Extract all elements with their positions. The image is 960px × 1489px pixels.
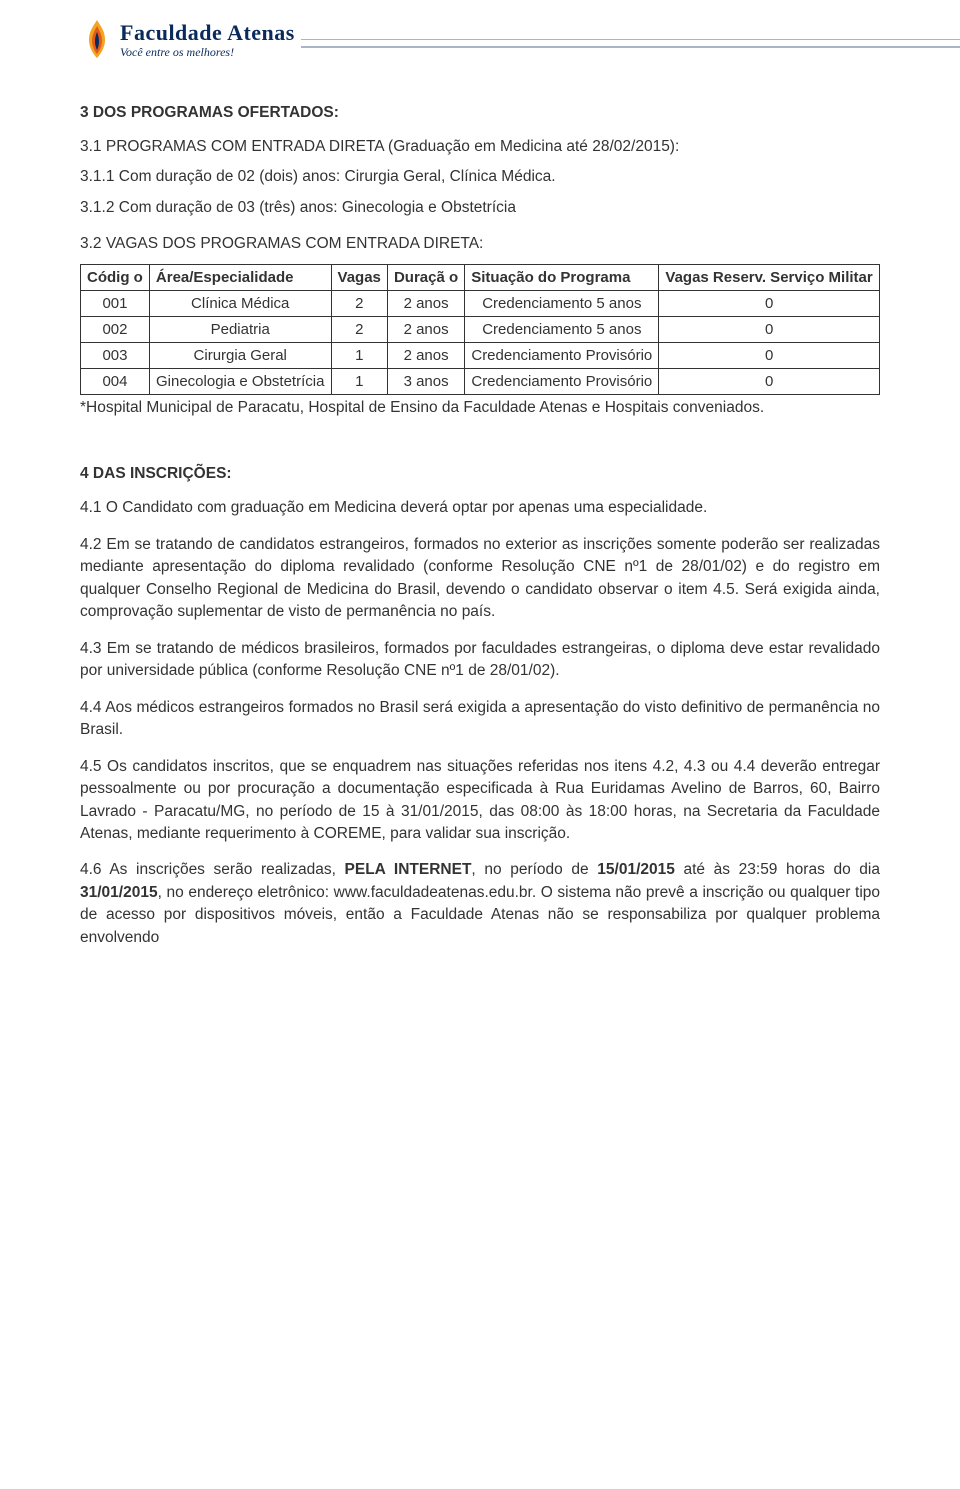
paragraph-4-1: 4.1 O Candidato com graduação em Medicin… [80,497,880,519]
th-codigo: Códig o [81,264,150,290]
paragraph-4-6: 4.6 As inscrições serão realizadas, PELA… [80,859,880,949]
header-rule [301,33,960,48]
cell-situacao: Credenciamento Provisório [465,368,659,394]
table-row: 004Ginecologia e Obstetrícia13 anosCrede… [81,368,880,394]
cell-area: Pediatria [149,316,331,342]
logo-title: Faculdade Atenas [120,22,295,44]
page-header: Faculdade Atenas Você entre os melhores! [0,0,960,70]
table-header-row: Códig o Área/Especialidade Vagas Duraçã … [81,264,880,290]
logo-text: Faculdade Atenas Você entre os melhores! [120,22,295,58]
paragraph-3-2: 3.2 VAGAS DOS PROGRAMAS COM ENTRADA DIRE… [80,233,880,255]
p46-mid2: até às 23:59 horas do dia [675,861,880,878]
paragraph-4-5: 4.5 Os candidatos inscritos, que se enqu… [80,756,880,846]
logo: Faculdade Atenas Você entre os melhores! [80,18,295,62]
cell-duracao: 2 anos [387,290,464,316]
th-vagas: Vagas [331,264,387,290]
cell-situacao: Credenciamento 5 anos [465,316,659,342]
th-situacao: Situação do Programa [465,264,659,290]
th-duracao: Duraçã o [387,264,464,290]
cell-vagas: 2 [331,290,387,316]
cell-area: Cirurgia Geral [149,342,331,368]
paragraph-4-3: 4.3 Em se tratando de médicos brasileiro… [80,638,880,683]
cell-vagas: 2 [331,316,387,342]
cell-reserv: 0 [659,342,880,368]
logo-subtitle: Você entre os melhores! [120,46,295,58]
th-reserv: Vagas Reserv. Serviço Militar [659,264,880,290]
cell-situacao: Credenciamento Provisório [465,342,659,368]
paragraph-4-4: 4.4 Aos médicos estrangeiros formados no… [80,697,880,742]
cell-codigo: 002 [81,316,150,342]
paragraph-3-1: 3.1 PROGRAMAS COM ENTRADA DIRETA (Gradua… [80,136,880,158]
document-body: 3 DOS PROGRAMAS OFERTADOS: 3.1 PROGRAMAS… [0,104,960,1003]
th-area: Área/Especialidade [149,264,331,290]
p46-bold-2: 15/01/2015 [597,861,675,878]
cell-duracao: 2 anos [387,316,464,342]
paragraph-3-1-1: 3.1.1 Com duração de 02 (dois) anos: Cir… [80,166,880,188]
cell-area: Clínica Médica [149,290,331,316]
section-4-title: 4 DAS INSCRIÇÕES: [80,465,880,483]
table-row: 002Pediatria22 anosCredenciamento 5 anos… [81,316,880,342]
cell-area: Ginecologia e Obstetrícia [149,368,331,394]
p46-bold-3: 31/01/2015 [80,884,158,901]
flame-icon [80,18,114,62]
p46-pre: 4.6 As inscrições serão realizadas, [80,861,345,878]
cell-reserv: 0 [659,368,880,394]
paragraph-4-2: 4.2 Em se tratando de candidatos estrang… [80,534,880,624]
cell-situacao: Credenciamento 5 anos [465,290,659,316]
cell-duracao: 2 anos [387,342,464,368]
cell-codigo: 001 [81,290,150,316]
p46-post: , no endereço eletrônico: www.faculdadea… [80,884,880,946]
table-row: 001Clínica Médica22 anosCredenciamento 5… [81,290,880,316]
cell-duracao: 3 anos [387,368,464,394]
section-3-title: 3 DOS PROGRAMAS OFERTADOS: [80,104,880,122]
programs-table: Códig o Área/Especialidade Vagas Duraçã … [80,264,880,395]
table-row: 003Cirurgia Geral12 anosCredenciamento P… [81,342,880,368]
cell-reserv: 0 [659,290,880,316]
cell-vagas: 1 [331,342,387,368]
cell-reserv: 0 [659,316,880,342]
cell-codigo: 003 [81,342,150,368]
cell-codigo: 004 [81,368,150,394]
p46-bold-1: PELA INTERNET [345,861,472,878]
cell-vagas: 1 [331,368,387,394]
table-footnote: *Hospital Municipal de Paracatu, Hospita… [80,397,880,419]
paragraph-3-1-2: 3.1.2 Com duração de 03 (três) anos: Gin… [80,197,880,219]
p46-mid1: , no período de [471,861,597,878]
